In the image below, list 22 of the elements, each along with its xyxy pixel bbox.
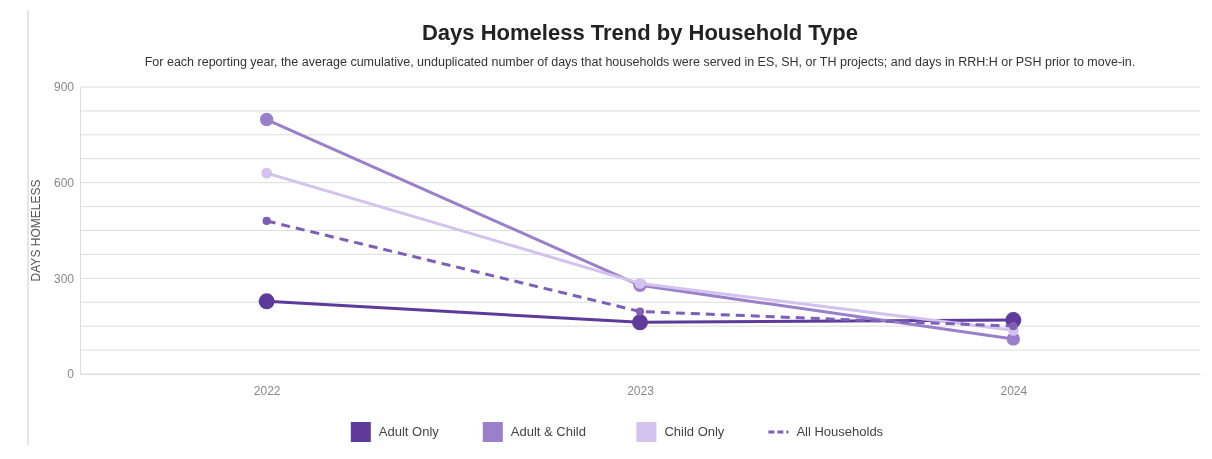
y-tick-label: 300	[53, 271, 75, 286]
point	[635, 307, 645, 316]
x-tick-label: 2023	[627, 383, 655, 398]
legend-label: All Households	[796, 424, 884, 439]
y-tick-label: 900	[53, 80, 75, 95]
y-tick-label: 0	[67, 367, 75, 382]
point	[1009, 322, 1018, 331]
chart-title: Days Homeless Trend by Household Type	[421, 20, 859, 45]
point	[262, 216, 271, 226]
legend-label: Child Only	[664, 424, 725, 439]
y-axis-title: DAYS HOMELESS	[29, 179, 43, 282]
legend-label: Adult & Child	[510, 424, 586, 439]
x-tick-label: 2024	[1000, 383, 1028, 398]
legend-label: Adult Only	[378, 424, 440, 439]
point	[259, 112, 274, 127]
x-tick-label: 2022	[253, 383, 281, 398]
point	[258, 293, 275, 310]
point	[261, 167, 273, 179]
y-tick-label: 600	[53, 176, 75, 191]
chart-subtitle: For each reporting year, the average cumulative, unduplicated number of days that households were served in ES, SH, or TH projects; and days in RRH:H or PSH prior to move-in.	[144, 55, 1136, 69]
point	[632, 314, 648, 331]
point	[634, 278, 646, 289]
